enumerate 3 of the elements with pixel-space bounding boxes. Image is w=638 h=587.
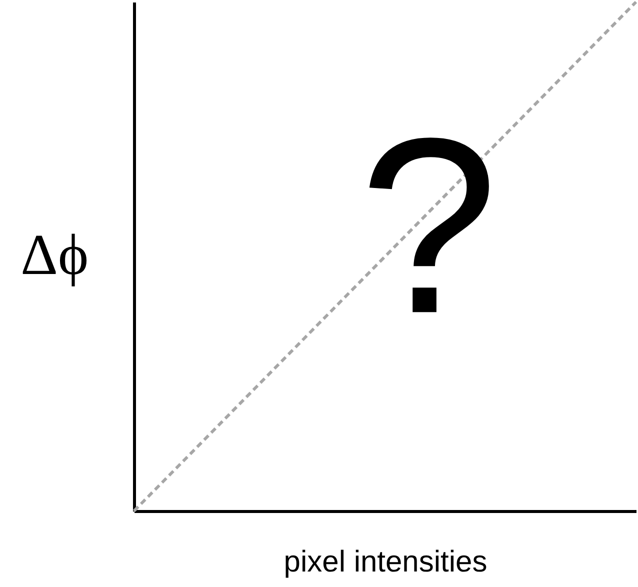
x-axis-title: pixel intensities (284, 546, 488, 578)
y-axis-title: Δϕ (20, 222, 88, 287)
annotation: ? (359, 86, 498, 366)
